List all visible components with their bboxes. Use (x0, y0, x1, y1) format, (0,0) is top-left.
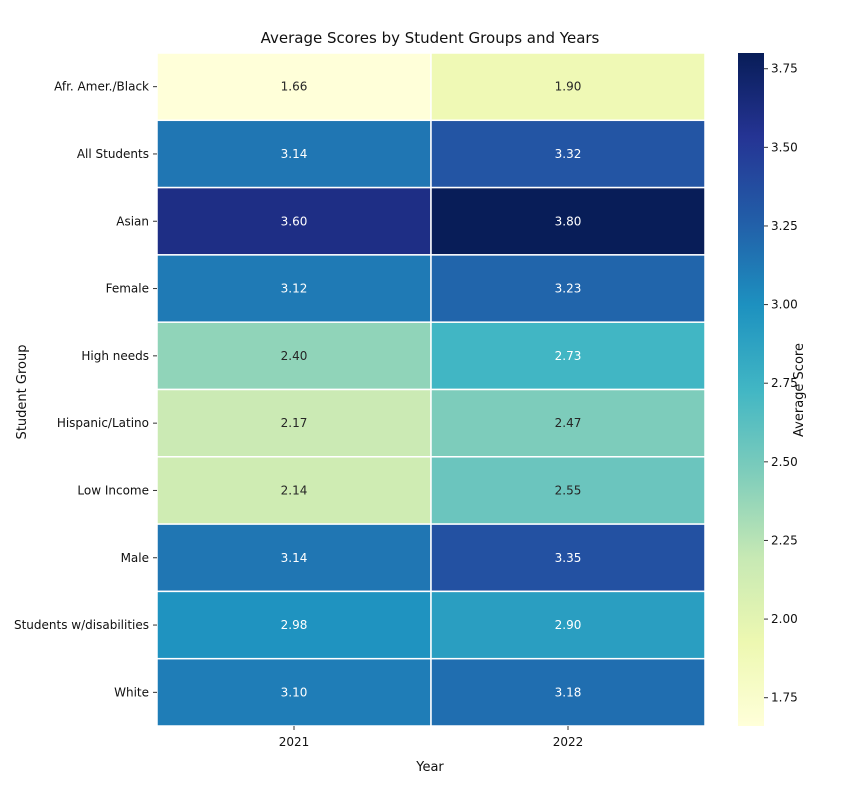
heatmap-cell (430, 52, 706, 122)
colorbar-tick-label: 2.50 (771, 455, 798, 469)
colorbar-tick-label: 3.00 (771, 298, 798, 312)
colorbar-tick-label: 3.50 (771, 140, 798, 154)
cell-value-label: 3.14 (281, 147, 308, 161)
cell-value-label: 2.73 (555, 349, 582, 363)
y-tick-label: All Students (77, 147, 149, 161)
heatmap-cell (430, 119, 706, 189)
x-tick-label: 2021 (279, 735, 310, 749)
cell-value-label: 1.66 (281, 80, 308, 94)
colorbar-tick-label: 2.75 (771, 376, 798, 390)
cell-value-label: 2.40 (281, 349, 308, 363)
heatmap-cell (430, 186, 706, 256)
colorbar (738, 53, 764, 726)
cell-value-label: 3.14 (281, 551, 308, 565)
cell-value-label: 3.32 (555, 147, 582, 161)
y-tick-label: Low Income (77, 483, 149, 497)
y-axis-label: Student Group (15, 345, 30, 440)
colorbar-ticks: 1.75 2.00 2.25 2.50 2.75 3.00 3.25 3.50 3.75 (764, 62, 798, 705)
heatmap-cell (430, 254, 706, 323)
heatmap-cell (430, 657, 706, 727)
y-tick-label: Female (106, 282, 149, 296)
x-tick-label: 2022 (553, 735, 584, 749)
colorbar-tick-label: 3.75 (771, 62, 798, 76)
y-tick-label: Asian (116, 214, 149, 228)
y-tick-labels: Afr. Amer./Black All Students Asian Female H… (14, 80, 157, 699)
heatmap-cell (430, 388, 706, 458)
y-tick-label: Male (121, 551, 149, 565)
colorbar-tick-label: 2.25 (771, 533, 798, 547)
cell-value-label: 3.35 (555, 551, 582, 565)
cell-value-label: 2.47 (555, 416, 582, 430)
y-tick-label: White (114, 685, 149, 699)
cell-value-label: 3.18 (555, 685, 582, 699)
y-tick-label: High needs (81, 349, 149, 363)
cell-value-label: 2.55 (555, 483, 582, 497)
chart-title: Average Scores by Student Groups and Yea… (261, 29, 600, 47)
heatmap-cell (156, 52, 432, 122)
heatmap-cell (156, 119, 432, 189)
heatmap-cell (430, 456, 706, 525)
cell-value-label: 1.90 (555, 80, 582, 94)
heatmap-cell (430, 590, 706, 660)
colorbar-tick-label: 1.75 (771, 691, 798, 705)
cell-value-label: 2.17 (281, 416, 308, 430)
cell-value-label: 3.23 (555, 282, 582, 296)
heatmap-cell (156, 186, 432, 256)
y-tick-label: Afr. Amer./Black (54, 80, 149, 94)
heatmap-cell (156, 657, 432, 727)
cell-value-label: 2.14 (281, 483, 308, 497)
cell-value-label: 3.12 (281, 282, 308, 296)
cell-value-label: 3.80 (555, 214, 582, 228)
heatmap-cells: 1.66 1.90 3.14 3.32 3.60 3.80 3.12 3.23 2.40 2.73… (156, 52, 706, 727)
cell-value-label: 2.98 (281, 618, 308, 632)
x-axis-label: Year (415, 760, 444, 775)
x-tick-labels: 2021 2022 (279, 726, 584, 749)
colorbar-tick-label: 3.25 (771, 219, 798, 233)
cell-value-label: 3.60 (281, 214, 308, 228)
cell-value-label: 2.90 (555, 618, 582, 632)
cell-value-label: 3.10 (281, 685, 308, 699)
y-tick-label: Hispanic/Latino (57, 416, 149, 430)
heatmap-cell (430, 321, 706, 391)
colorbar-tick-label: 2.00 (771, 612, 798, 626)
heatmap-cell (430, 523, 706, 593)
y-tick-label: Students w/disabilities (14, 618, 149, 632)
colorbar-label: Average Score (792, 343, 807, 437)
